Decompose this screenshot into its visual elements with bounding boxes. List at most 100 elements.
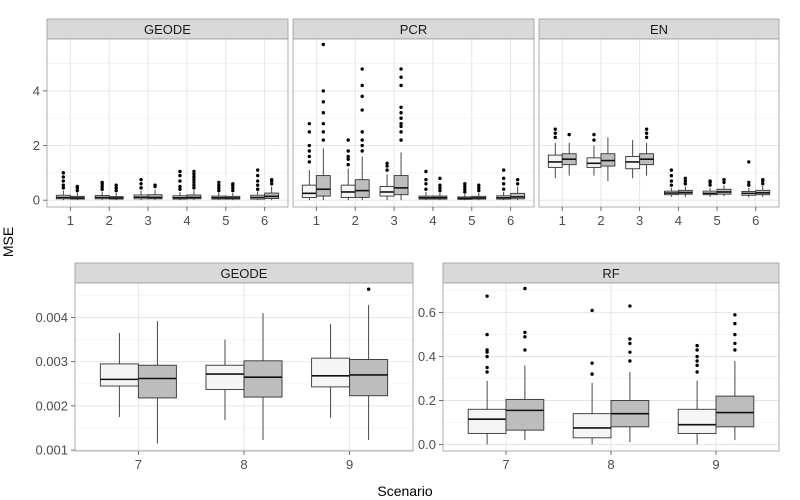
box-8-b	[610, 304, 650, 443]
outlier-point	[399, 111, 403, 115]
plot-area	[539, 39, 779, 207]
x-tick-label: 9	[346, 457, 353, 472]
box-2-b	[354, 67, 370, 201]
outlier-point	[360, 130, 364, 134]
y-tick-label: 0.6	[418, 305, 436, 320]
y-axis-title: MSE	[0, 227, 16, 257]
x-tick-label: 4	[429, 213, 436, 228]
outlier-point	[553, 135, 557, 140]
outlier-point	[708, 179, 712, 183]
outlier-point	[61, 183, 66, 187]
outlier-point	[695, 359, 699, 363]
box-9-a	[311, 324, 351, 418]
outlier-point	[761, 177, 765, 182]
outlier-point	[231, 186, 235, 190]
x-tick-label: 5	[468, 213, 475, 228]
outlier-point	[485, 365, 489, 370]
outlier-point	[722, 177, 726, 182]
panel-title: RF	[602, 266, 619, 281]
y-tick-label: 0.003	[35, 354, 68, 369]
panel-title: EN	[650, 22, 668, 37]
x-tick-label: 3	[636, 213, 643, 228]
outlier-point	[669, 173, 674, 178]
box-2-b	[108, 183, 124, 201]
outlier-point	[761, 182, 765, 186]
box-5-b	[225, 182, 241, 201]
outlier-point	[644, 127, 649, 131]
outlier-point	[399, 75, 403, 79]
outlier-point	[255, 173, 260, 178]
outlier-point	[683, 179, 688, 183]
outlier-point	[669, 183, 674, 187]
outlier-point	[61, 171, 66, 175]
outlier-point	[485, 348, 489, 352]
outlier-point	[139, 177, 143, 182]
box-body	[354, 179, 370, 198]
outlier-point	[307, 160, 312, 164]
outlier-point	[231, 188, 235, 193]
y-tick-label: 2	[33, 138, 40, 153]
panel-title: PCR	[400, 22, 427, 37]
outlier-point	[399, 116, 403, 120]
box-5-b	[716, 177, 732, 197]
box-1-b	[561, 132, 577, 176]
outlier-point	[592, 132, 596, 137]
outlier-point	[733, 341, 737, 346]
outlier-point	[178, 169, 182, 174]
outlier-point	[628, 337, 632, 341]
y-tick-label: 0.001	[35, 443, 68, 458]
box-9-b	[715, 313, 755, 441]
box-2-a	[340, 138, 356, 201]
outlier-point	[695, 343, 699, 348]
outlier-point	[515, 177, 520, 182]
box-3-b	[639, 127, 655, 176]
outlier-point	[477, 183, 481, 187]
outlier-point	[178, 184, 182, 189]
outlier-point	[100, 184, 104, 189]
box-body	[311, 357, 351, 388]
outlier-point	[178, 173, 182, 178]
box-1-b	[69, 184, 85, 201]
outlier-point	[178, 179, 182, 183]
outlier-point	[683, 182, 688, 186]
box-body	[393, 175, 409, 196]
box-1-b	[315, 42, 331, 201]
box-7-b	[505, 286, 545, 441]
outlier-point	[360, 108, 364, 112]
outlier-point	[360, 94, 364, 99]
outlier-point	[61, 186, 66, 190]
outlier-point	[139, 186, 143, 190]
box-4-b	[677, 176, 693, 197]
outlier-point	[628, 350, 632, 354]
outlier-point	[114, 183, 118, 187]
x-tick-label: 1	[559, 213, 566, 228]
outlier-point	[477, 188, 481, 193]
box-8-b	[243, 313, 283, 440]
outlier-point	[231, 182, 235, 186]
outlier-point	[463, 190, 467, 194]
outlier-point	[695, 370, 699, 374]
outlier-point	[217, 186, 221, 190]
x-tick-label: 2	[106, 213, 113, 228]
outlier-point	[217, 183, 221, 187]
box-body	[715, 395, 755, 428]
outlier-point	[590, 308, 594, 313]
outlier-point	[628, 359, 632, 363]
box-body	[99, 363, 139, 387]
outlier-point	[75, 184, 80, 189]
outlier-point	[100, 180, 104, 185]
outlier-point	[590, 361, 594, 365]
box-body	[467, 408, 507, 434]
outlier-point	[463, 182, 467, 186]
outlier-point	[722, 180, 726, 185]
x-tick-label: 3	[144, 213, 151, 228]
outlier-point	[307, 154, 312, 159]
outlier-point	[523, 348, 527, 352]
y-tick-label: 0	[33, 193, 40, 208]
outlier-point	[192, 186, 196, 190]
box-1-a	[301, 121, 317, 201]
outlier-point	[695, 354, 699, 359]
panel-rf_bottom: RF 0.0 0.2 0.4 0.6 7 8 9	[418, 262, 780, 472]
x-tick-label: 9	[712, 457, 719, 472]
